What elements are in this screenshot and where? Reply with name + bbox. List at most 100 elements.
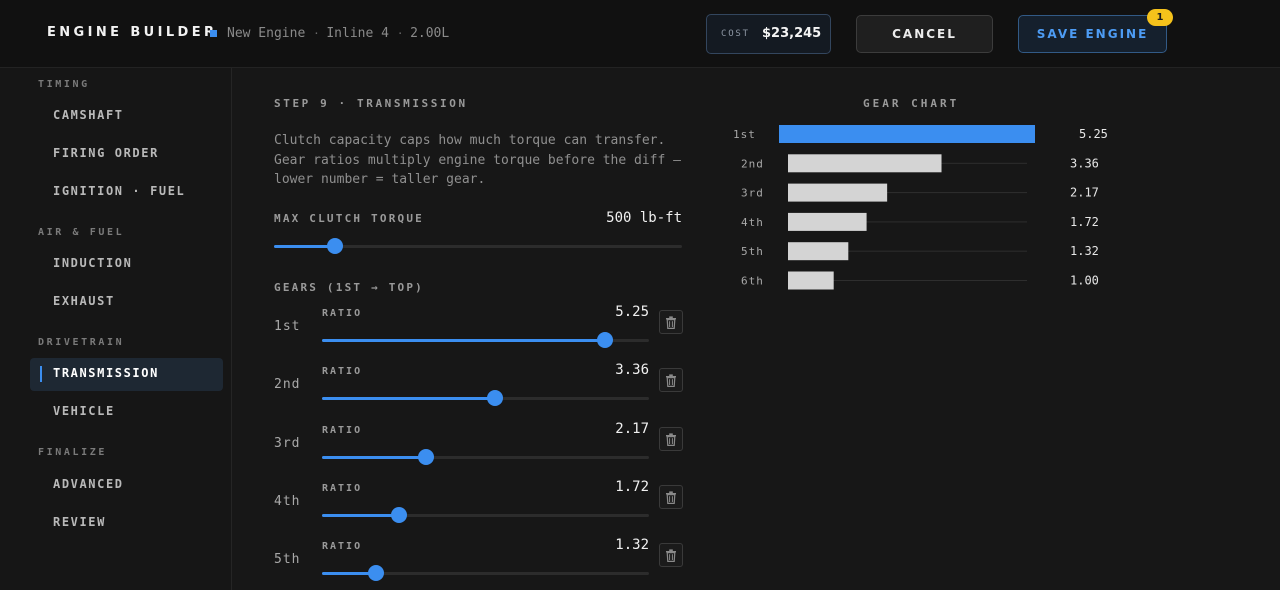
step-description: Clutch capacity caps how much torque can… [274, 133, 681, 187]
ratio-label: RATIO [322, 541, 363, 552]
gear-name: 4th [274, 494, 301, 509]
chart-bar [779, 125, 1035, 143]
gear-ratio-slider-thumb[interactable] [367, 565, 384, 581]
gear-ratio-value: 3.36 [615, 362, 649, 378]
save-engine-button[interactable]: SAVE ENGINE [1018, 15, 1167, 53]
chart-value-label: 3.36 [1070, 156, 1099, 170]
separator-dot: · [313, 27, 327, 40]
chart-bar [788, 183, 888, 202]
chart-category-label: 5th [741, 245, 764, 258]
gears-section-title: GEARS (1ST → TOP) [274, 281, 424, 294]
chart-bar [788, 271, 834, 290]
chart-bar-track [788, 250, 1027, 252]
engine-displacement: 2.00L [410, 26, 450, 41]
sidebar-item-vehicle[interactable]: VEHICLE [53, 404, 115, 418]
gear-ratio-slider[interactable] [322, 507, 649, 523]
clutch-torque-slider-thumb[interactable] [327, 238, 344, 254]
gear-ratio-slider-fill [322, 514, 400, 517]
top-bar: ENGINE BUILDER New Engine · Inline 4 · 2… [0, 0, 1280, 68]
gear-ratio-slider-thumb[interactable] [391, 507, 408, 523]
gear-name: 3rd [274, 436, 301, 451]
sidebar-active-highlight [30, 358, 223, 391]
brand-square-icon [210, 30, 217, 37]
gear-ratio-slider-fill [322, 397, 496, 400]
sidebar-item-ignition-fuel[interactable]: IGNITION · FUEL [53, 184, 186, 198]
chart-bar [788, 212, 867, 231]
gear-row: 2nd RATIO 3.36 [274, 362, 684, 424]
sidebar-item-transmission[interactable]: TRANSMISSION [53, 366, 159, 380]
cancel-button[interactable]: CANCEL [856, 15, 993, 53]
trash-icon[interactable] [659, 485, 683, 509]
trash-icon[interactable] [659, 310, 683, 334]
gear-ratio-slider-fill [322, 456, 426, 459]
gear-chart: 1st 5.25 2nd 3.36 3rd 2.17 4th 1.72 5th 1.32 6th 1.… [733, 125, 1108, 290]
chart-value-label: 5.25 [1079, 127, 1108, 141]
chart-bar-track [788, 192, 1027, 194]
chart-bar-track [788, 221, 1027, 223]
trash-icon[interactable] [659, 543, 683, 567]
trash-icon[interactable] [659, 427, 683, 451]
cost-display: COST $23,245 [706, 14, 831, 54]
sidebar-section-drivetrain: DRIVETRAIN [38, 337, 125, 348]
gear-ratio-value: 2.17 [615, 421, 649, 437]
sidebar-section-timing: TIMING [38, 79, 90, 90]
chart-category-label: 1st [733, 128, 756, 141]
sidebar-item-exhaust[interactable]: EXHAUST [53, 294, 115, 308]
clutch-torque-value: 500 lb-ft [606, 210, 682, 226]
chart-value-label: 1.72 [1070, 215, 1099, 229]
gear-ratio-slider[interactable] [322, 332, 649, 348]
chart-category-label: 2nd [741, 157, 764, 170]
engine-summary: New Engine · Inline 4 · 2.00L [227, 26, 449, 41]
engine-name: New Engine [227, 26, 306, 41]
gear-chart-title: GEAR CHART [863, 97, 960, 110]
gear-row: 1st RATIO 5.25 [274, 304, 684, 366]
chart-value-label: 2.17 [1070, 186, 1099, 200]
chart-category-label: 4th [741, 216, 764, 229]
cost-label: COST [721, 29, 750, 39]
clutch-torque-slider-fill [274, 245, 336, 248]
ratio-label: RATIO [322, 308, 363, 319]
gear-ratio-slider-fill [322, 572, 376, 575]
chart-bar-track [788, 280, 1027, 281]
sidebar-item-advanced[interactable]: ADVANCED [53, 477, 124, 491]
chart-bar [788, 154, 942, 173]
gear-ratio-slider[interactable] [322, 390, 649, 406]
gear-ratio-slider-fill [322, 339, 605, 342]
gear-ratio-slider[interactable] [322, 449, 649, 465]
gear-ratio-slider-thumb[interactable] [417, 449, 434, 465]
ratio-label: RATIO [322, 425, 363, 436]
gear-ratio-value: 1.32 [615, 537, 649, 553]
chart-bar [788, 242, 849, 261]
gear-ratio-value: 5.25 [615, 304, 649, 320]
save-badge: 1 [1147, 9, 1173, 26]
sidebar: TIMING CAMSHAFT FIRING ORDER IGNITION · … [0, 68, 232, 590]
gear-name: 1st [274, 319, 301, 334]
chart-value-label: 1.00 [1070, 274, 1099, 288]
trash-icon[interactable] [659, 368, 683, 392]
clutch-torque-label: MAX CLUTCH TORQUE [274, 212, 424, 225]
gear-name: 5th [274, 552, 301, 567]
clutch-torque-slider[interactable] [274, 238, 682, 254]
chart-category-label: 3rd [741, 187, 764, 200]
sidebar-item-induction[interactable]: INDUCTION [53, 256, 133, 270]
sidebar-active-indicator [40, 366, 42, 382]
gear-ratio-slider-thumb[interactable] [487, 390, 504, 406]
gear-ratio-slider[interactable] [322, 565, 649, 581]
gear-name: 2nd [274, 377, 301, 392]
gear-row: 5th RATIO 1.32 [274, 537, 684, 590]
sidebar-item-review[interactable]: REVIEW [53, 515, 106, 529]
engine-type: Inline 4 [326, 26, 389, 41]
gear-ratio-slider-thumb[interactable] [596, 332, 613, 348]
sidebar-item-camshaft[interactable]: CAMSHAFT [53, 108, 124, 122]
ratio-label: RATIO [322, 366, 363, 377]
chart-category-label: 6th [741, 275, 764, 288]
gear-row: 3rd RATIO 2.17 [274, 421, 684, 483]
separator-dot: · [396, 27, 411, 40]
sidebar-section-air-fuel: AIR & FUEL [38, 227, 125, 238]
cost-value: $23,245 [762, 26, 822, 41]
gear-row: 4th RATIO 1.72 [274, 479, 684, 541]
app-title: ENGINE BUILDER [47, 25, 218, 40]
gear-ratio-value: 1.72 [615, 479, 649, 495]
sidebar-section-finalize: FINALIZE [38, 447, 107, 458]
sidebar-item-firing-order[interactable]: FIRING ORDER [53, 146, 159, 160]
